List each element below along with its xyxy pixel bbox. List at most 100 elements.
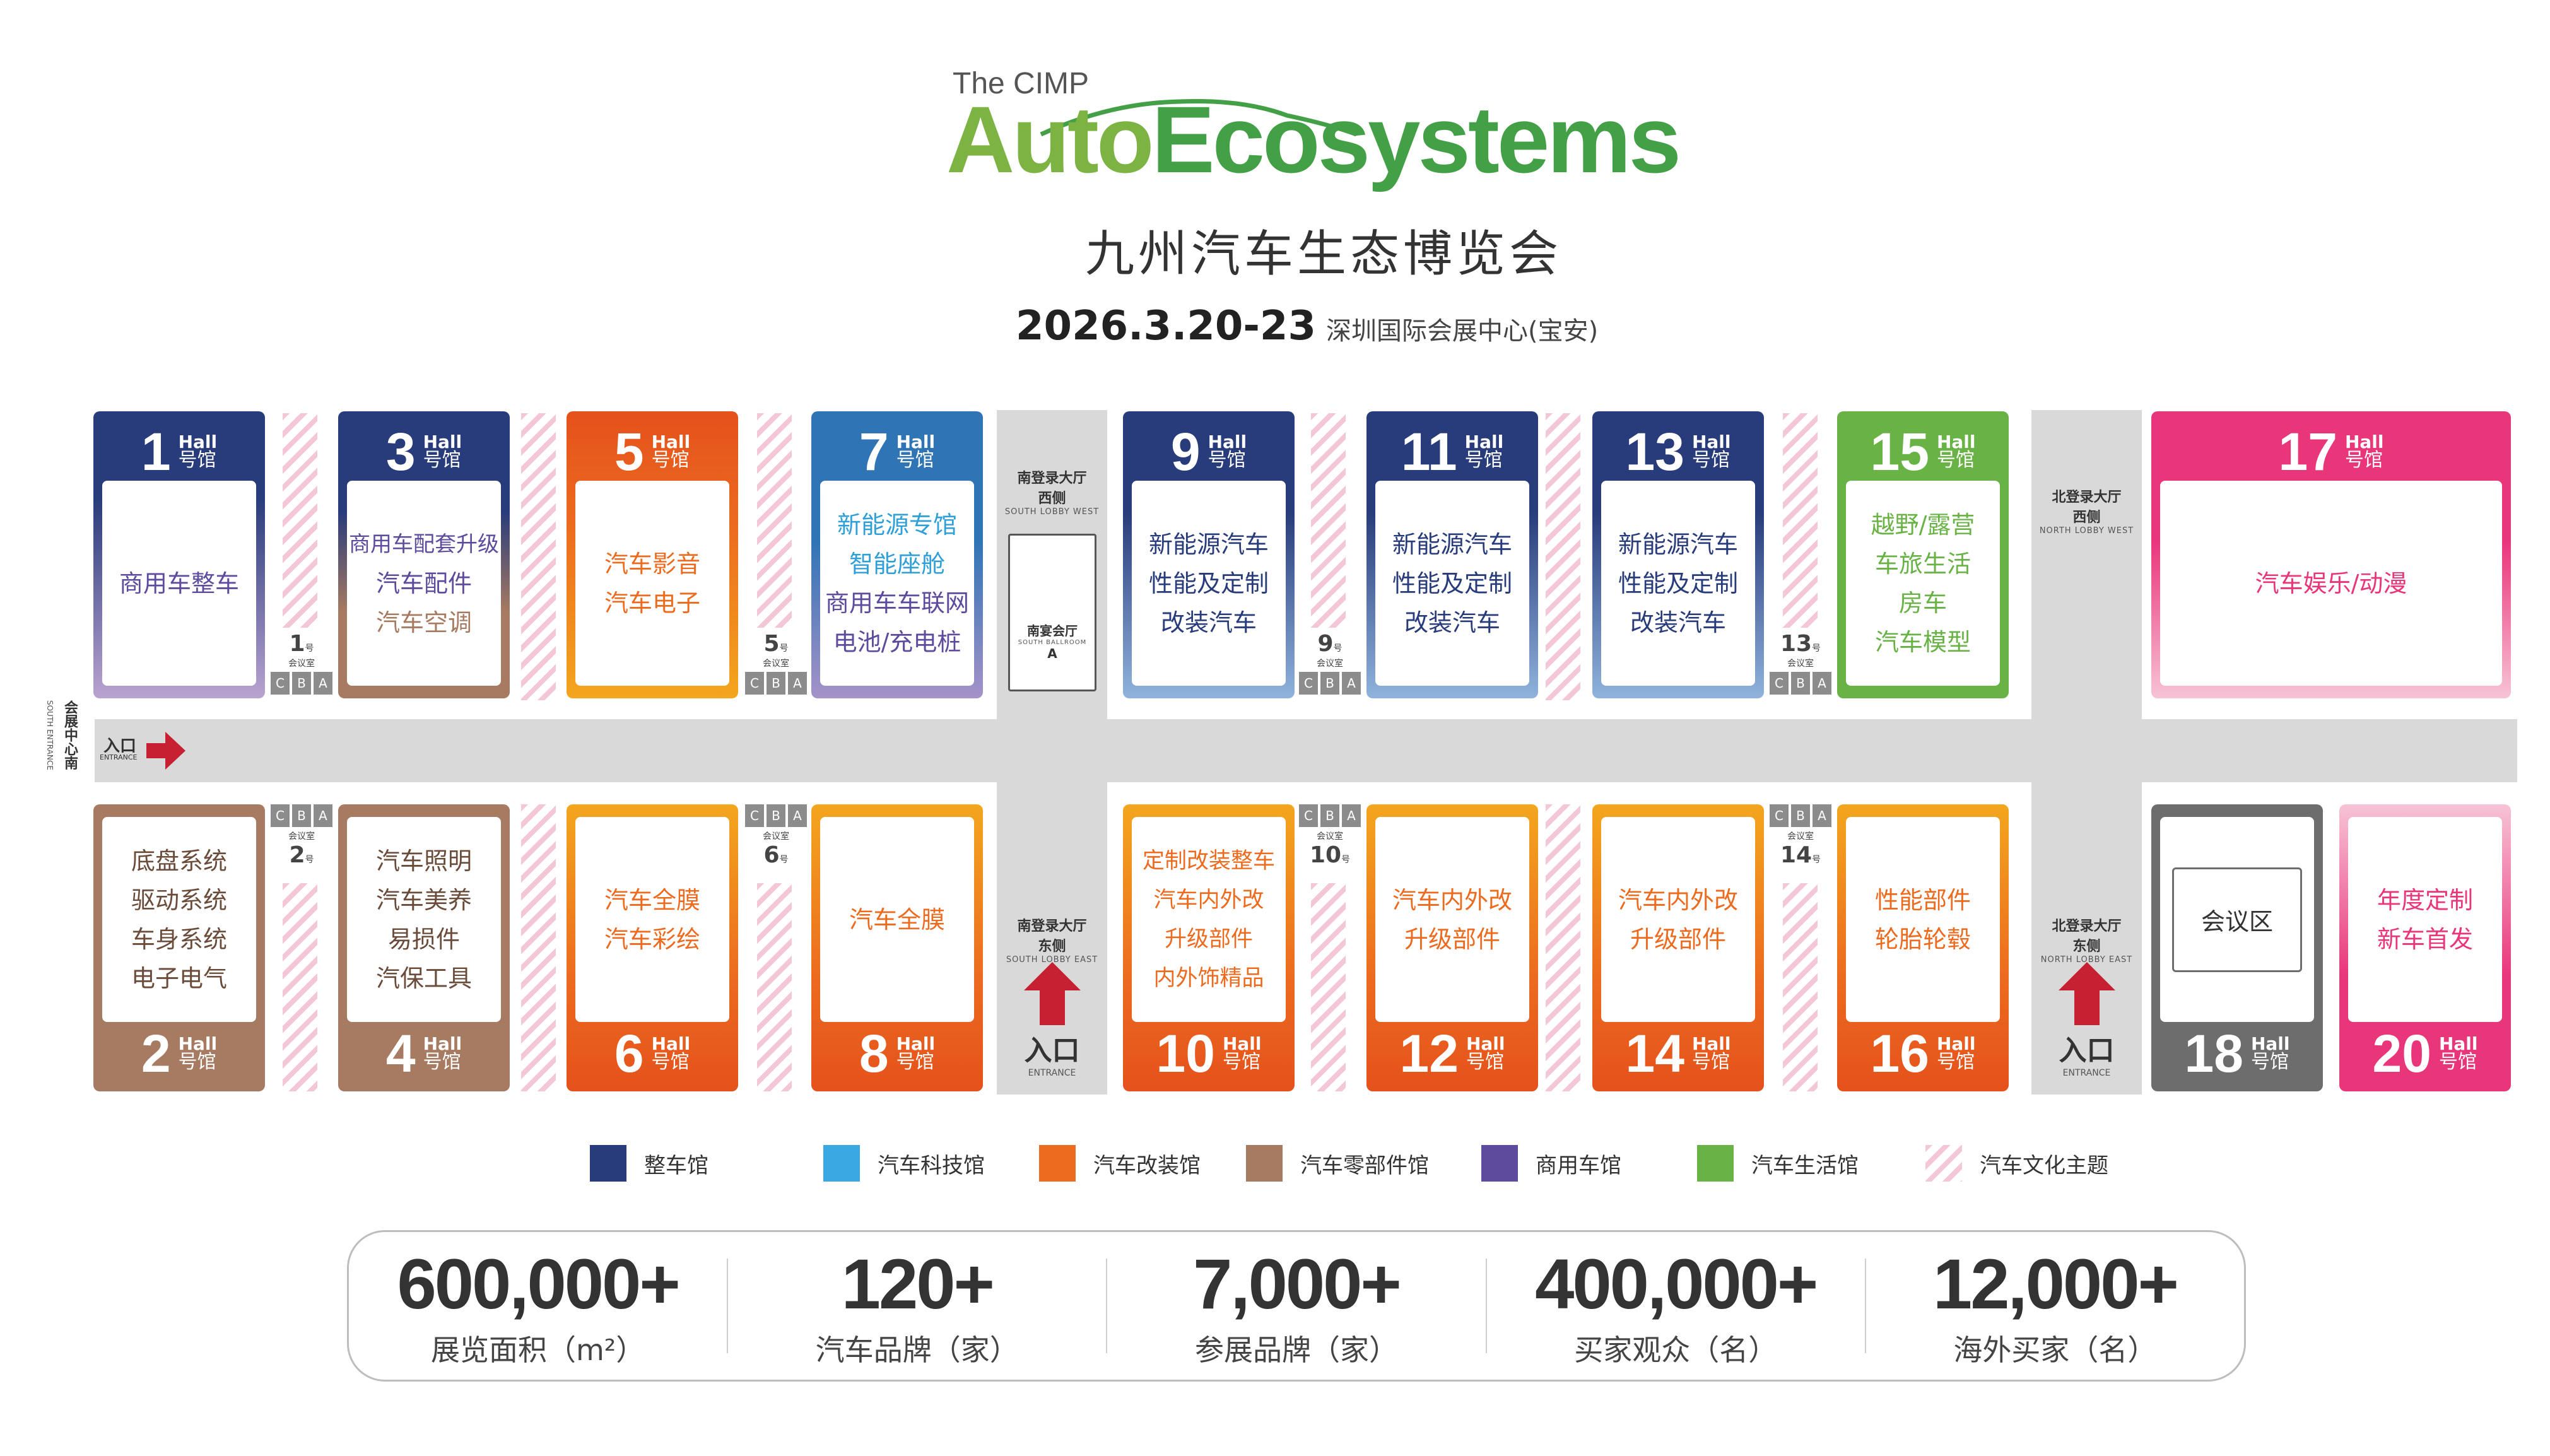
hall-15[interactable]: 15 Hall 号馆 越野/露营 车旅生活 房车 汽车模型: [1837, 411, 2009, 698]
hall-desc-line: 升级部件: [1630, 925, 1726, 953]
hall-6[interactable]: 汽车全膜 汽车彩绘 6 Hall 号馆: [567, 804, 738, 1091]
hall-desc-line: 新能源汽车: [1392, 530, 1512, 558]
hall-desc-line: 内外饰精品: [1153, 965, 1264, 991]
hall-18[interactable]: 会议区 18 Hall 号馆: [2151, 804, 2323, 1091]
hall-en: Hall: [178, 432, 218, 452]
lobby-label: 东侧: [1038, 939, 1066, 954]
hall-desc-line: 性能及定制: [1618, 569, 1738, 597]
room-b[interactable]: B: [767, 672, 785, 695]
hall-2[interactable]: 底盘系统 驱动系统 车身系统 电子电气 2 Hall 号馆: [93, 804, 265, 1091]
hall-desc-line: 性能及定制: [1392, 569, 1512, 597]
hall-en: Hall: [651, 432, 691, 452]
hall-number: 9: [1170, 421, 1201, 481]
legend-item: 汽车文化主题: [1925, 1145, 2108, 1182]
hall-cn: 号馆: [2250, 1051, 2289, 1073]
hall-en: Hall: [1691, 1033, 1731, 1054]
room-b[interactable]: B: [292, 672, 311, 695]
meeting-room-label: 会议室: [1317, 659, 1343, 669]
room-c[interactable]: C: [1299, 804, 1318, 827]
room-a[interactable]: A: [1813, 804, 1831, 827]
room-c[interactable]: C: [271, 672, 290, 695]
hall-20[interactable]: 年度定制 新车首发 20 Hall 号馆: [2339, 804, 2511, 1091]
hall-desc-line: 智能座舱: [849, 549, 945, 578]
room-b[interactable]: B: [1320, 804, 1339, 827]
room-b[interactable]: B: [1320, 672, 1339, 695]
hall-11[interactable]: 11 Hall 号馆 新能源汽车 性能及定制 改装汽车: [1366, 411, 1538, 698]
culture-strip: [757, 413, 792, 628]
south-entrance-en-text: SOUTH ENTRANCE: [45, 700, 54, 770]
hall-en: Hall: [1936, 432, 1976, 452]
hall-en: Hall: [1464, 432, 1504, 452]
hall-7[interactable]: 7 Hall 号馆 新能源专馆 智能座舱 商用车车联网 电池/充电桩: [811, 411, 983, 698]
lobby-label: 西侧: [1038, 491, 1066, 507]
south-entrance[interactable]: 入口 ENTRANCE: [997, 962, 1107, 1088]
hall-17[interactable]: 17 Hall 号馆 汽车娱乐/动漫: [2151, 411, 2511, 698]
room-c[interactable]: C: [745, 804, 764, 827]
stat-value: 120+: [841, 1244, 995, 1324]
hall-5[interactable]: 5 Hall 号馆 汽车影音 汽车电子: [567, 411, 738, 698]
room-a[interactable]: A: [314, 672, 332, 695]
hall-8[interactable]: 汽车全膜 8 Hall 号馆: [811, 804, 983, 1091]
room-a[interactable]: A: [1813, 672, 1831, 695]
hall-cn: 号馆: [1466, 1051, 1504, 1073]
west-entrance-en: ENTRANCE: [100, 753, 138, 761]
hall-16[interactable]: 性能部件 轮胎轮毂 16 Hall 号馆: [1837, 804, 2009, 1091]
lobby-label: 西侧: [2072, 510, 2101, 525]
meeting-room-label: 会议室: [763, 831, 789, 842]
hall-3[interactable]: 3 Hall 号馆 商用车配套升级 汽车配件 汽车空调: [338, 411, 510, 698]
hall-en: Hall: [2344, 432, 2384, 452]
room-c[interactable]: C: [1299, 672, 1318, 695]
hall-cn: 号馆: [1936, 449, 1975, 471]
culture-strip: [283, 883, 317, 1091]
hall-cn: 号馆: [1936, 1051, 1975, 1073]
hall-desc-line: 越野/露营: [1871, 510, 1975, 539]
hall-10[interactable]: 定制改装整车 汽车内外改 升级部件 内外饰精品 10 Hall 号馆: [1123, 804, 1295, 1091]
culture-strip: [283, 413, 317, 628]
meeting-area-box: 会议区: [2172, 867, 2302, 972]
meeting-room-number: 1: [289, 631, 305, 657]
north-entrance[interactable]: 入口 ENTRANCE: [2031, 962, 2142, 1088]
hall-desc-line: 汽车空调: [375, 608, 472, 637]
hall-desc-line: 驱动系统: [131, 886, 227, 914]
stat-auto-brands: 120+ 汽车品牌（家）: [728, 1243, 1106, 1369]
room-b[interactable]: B: [1791, 804, 1810, 827]
room-a[interactable]: A: [788, 804, 807, 827]
hall-desc-line: 汽车照明: [375, 847, 472, 875]
room-c[interactable]: C: [1770, 804, 1789, 827]
room-b[interactable]: B: [767, 804, 785, 827]
hall-4[interactable]: 汽车照明 汽车美养 易损件 汽保工具 4 Hall 号馆: [338, 804, 510, 1091]
meeting-room-number: 10: [1309, 842, 1342, 868]
hall-number: 17: [2278, 421, 2337, 481]
hall-14[interactable]: 汽车内外改 升级部件 14 Hall 号馆: [1592, 804, 1764, 1091]
room-a[interactable]: A: [788, 672, 807, 695]
hall-9[interactable]: 9 Hall 号馆 新能源汽车 性能及定制 改装汽车: [1123, 411, 1295, 698]
room-b[interactable]: B: [1791, 672, 1810, 695]
room-c[interactable]: C: [1770, 672, 1789, 695]
room-b[interactable]: B: [292, 804, 311, 827]
hall-12[interactable]: 汽车内外改 升级部件 12 Hall 号馆: [1366, 804, 1538, 1091]
room-a[interactable]: A: [1342, 804, 1361, 827]
hall-13[interactable]: 13 Hall 号馆 新能源汽车 性能及定制 改装汽车: [1592, 411, 1764, 698]
room-a[interactable]: A: [314, 804, 332, 827]
hall-desc-line: 底盘系统: [131, 847, 227, 875]
room-a[interactable]: A: [1342, 672, 1361, 695]
stat-divider: [1864, 1259, 1866, 1353]
room-c[interactable]: C: [271, 804, 290, 827]
hall-desc-line: 商用车车联网: [825, 589, 969, 617]
main-corridor: [95, 719, 2517, 782]
hall-number: 20: [2372, 1023, 2431, 1083]
hall-1[interactable]: 1 Hall 号馆 商用车整车: [93, 411, 265, 698]
south-ballroom[interactable]: 南宴会厅 SOUTH BALLROOM A: [1008, 534, 1096, 691]
hall-en: Hall: [2438, 1033, 2478, 1054]
stat-label: 参展品牌（家）: [1195, 1332, 1398, 1367]
stats-bar: 600,000+ 展览面积（m²） 120+ 汽车品牌（家） 7,000+ 参展…: [347, 1230, 2246, 1382]
room-c[interactable]: C: [745, 672, 764, 695]
